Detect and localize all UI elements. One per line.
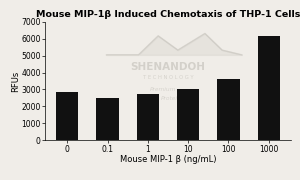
- Y-axis label: RFUs: RFUs: [11, 70, 20, 92]
- Bar: [177, 89, 199, 140]
- Bar: [258, 36, 280, 140]
- Title: Mouse MIP-1β Induced Chemotaxis of THP-1 Cells: Mouse MIP-1β Induced Chemotaxis of THP-1…: [36, 10, 300, 19]
- X-axis label: Mouse MIP-1 β (ng/mL): Mouse MIP-1 β (ng/mL): [120, 155, 216, 164]
- Text: T E C H N O L O G Y: T E C H N O L O G Y: [143, 75, 193, 80]
- Text: Proteins: Proteins: [161, 96, 185, 101]
- Bar: [56, 92, 78, 140]
- Bar: [97, 98, 119, 140]
- Bar: [218, 79, 239, 140]
- Text: Premium: Premium: [150, 87, 176, 92]
- Text: SHENANDOH: SHENANDOH: [130, 62, 206, 72]
- Bar: [137, 94, 159, 140]
